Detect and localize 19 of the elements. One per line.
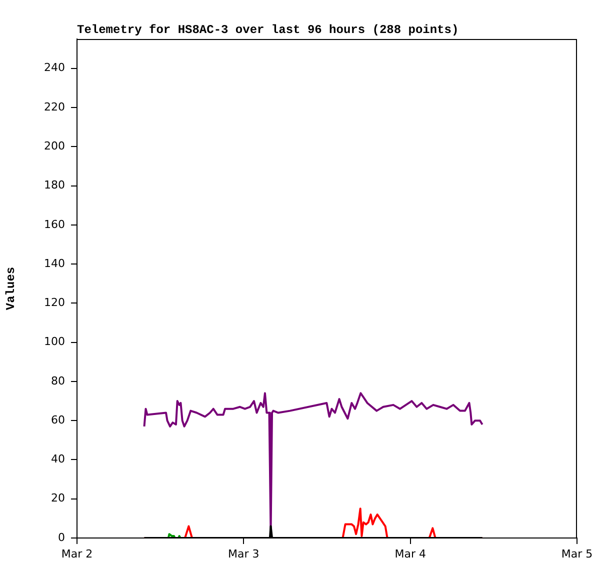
y-tick-label: 160 xyxy=(44,218,65,231)
x-tick-label: Mar 3 xyxy=(228,547,260,560)
y-tick-label: 240 xyxy=(44,61,65,74)
y-tick-label: 180 xyxy=(44,178,65,192)
y-axis-title: Values xyxy=(4,266,18,310)
x-tick-label: Mar 4 xyxy=(394,547,426,560)
y-tick-label: 220 xyxy=(44,100,65,114)
y-tick-label: 0 xyxy=(58,530,65,544)
x-tick-label: Mar 2 xyxy=(61,547,93,560)
y-tick-label: 40 xyxy=(51,452,65,466)
y-tick-label: 120 xyxy=(44,296,65,310)
y-tick-label: 100 xyxy=(44,335,65,348)
chart-title: Telemetry for HS8AC-3 over last 96 hours (288 points) xyxy=(77,23,459,38)
y-tick-label: 140 xyxy=(44,256,65,270)
y-tick-label: 80 xyxy=(51,374,65,388)
y-tick-label: 200 xyxy=(44,139,65,152)
y-tick-label: 20 xyxy=(51,492,65,505)
x-tick-label: Mar 5 xyxy=(561,547,593,560)
y-tick-label: 60 xyxy=(51,413,65,426)
